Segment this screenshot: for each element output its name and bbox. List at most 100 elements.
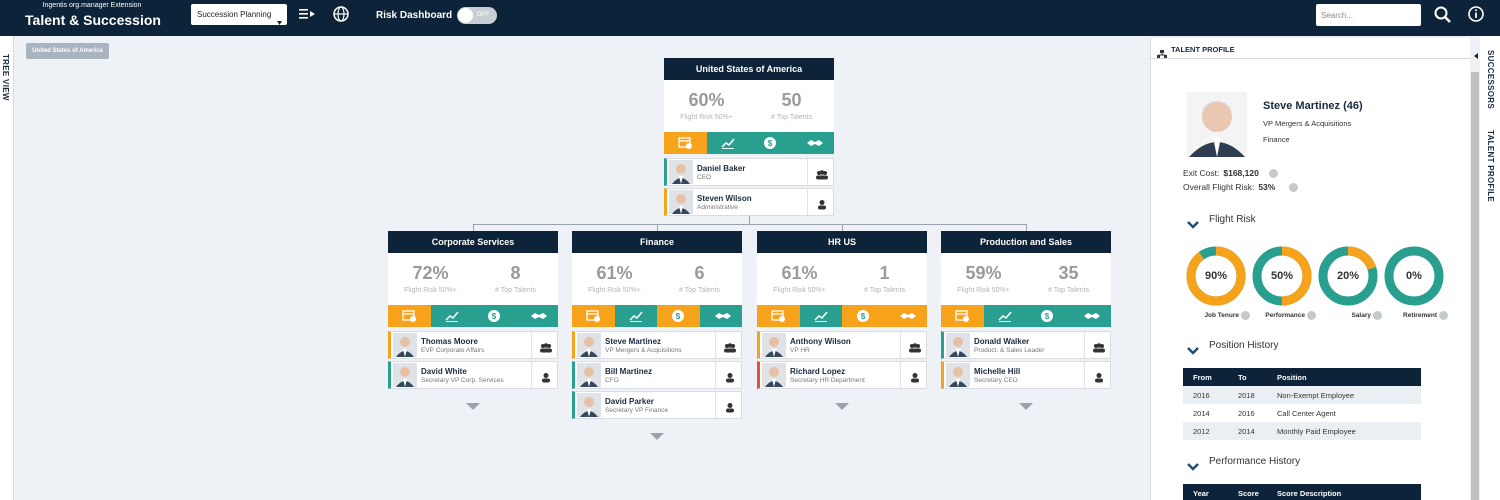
section-title[interactable]: Flight Risk — [1209, 214, 1256, 225]
risk-icon-glyph — [899, 309, 917, 328]
risk-icon[interactable] — [572, 305, 615, 327]
person-card[interactable]: David Parker Secretary VP Finance — [572, 391, 742, 419]
person-card[interactable]: David White Secretary VP Corp. Services — [388, 361, 558, 389]
risk-icon[interactable]: $ — [657, 305, 700, 327]
person-divider — [900, 332, 901, 358]
unit-header[interactable]: Production and Sales — [941, 231, 1111, 253]
scrollbar-thumb — [1471, 72, 1479, 500]
factor-name: Job Tenure — [1204, 312, 1239, 319]
unit-header[interactable]: United States of America — [664, 58, 834, 80]
risk-icon[interactable] — [884, 305, 927, 328]
avatar-glyph — [577, 363, 601, 387]
person-icon — [1092, 370, 1106, 388]
risk-icon[interactable] — [388, 305, 431, 327]
risk-icon-glyph-glyph — [714, 313, 731, 319]
group-icon-glyph — [540, 343, 552, 353]
list-button-glyph — [299, 9, 315, 19]
info-button-glyph — [1468, 6, 1484, 22]
exit-cost-value: $168,120 — [1223, 168, 1259, 178]
left-strip — [0, 36, 14, 500]
search-button — [1434, 6, 1451, 28]
overall-risk-line: Overall Flight Risk: 53% — [1183, 182, 1275, 192]
talent-profile-tab[interactable]: TALENT PROFILE — [1486, 130, 1495, 203]
donut-label: 0% — [1406, 270, 1422, 282]
unit-header[interactable]: HR US — [757, 231, 927, 253]
risk-icon[interactable] — [699, 305, 742, 327]
section-title[interactable]: Position History — [1209, 340, 1279, 351]
donut-svg — [1384, 246, 1444, 306]
column-header: From — [1193, 373, 1212, 382]
risk-icon[interactable] — [983, 305, 1026, 327]
breadcrumb[interactable]: United States of America — [26, 43, 109, 59]
risk-icon-glyph-glyph — [806, 140, 823, 146]
risk-icon-glyph-glyph — [678, 137, 692, 149]
risk-icon-glyph-glyph — [955, 310, 969, 322]
risk-donut: 20% — [1317, 245, 1379, 307]
person-icon-glyph — [726, 403, 734, 413]
svg-text:$: $ — [676, 312, 681, 321]
risk-icon[interactable] — [791, 132, 834, 155]
person-icon-glyph — [726, 373, 734, 383]
column-header: Score — [1238, 489, 1259, 498]
risk-icon[interactable]: $ — [842, 305, 885, 327]
person-card[interactable]: Donald Walker Product. & Sales Leader — [941, 331, 1111, 359]
risk-icon[interactable]: $ — [749, 132, 792, 154]
person-card[interactable]: Michelle Hill Secretary CEO — [941, 361, 1111, 389]
person-card[interactable]: Daniel Baker CEO — [664, 158, 834, 186]
person-card[interactable]: Steve Martinez VP Mergers & Acquisitions — [572, 331, 742, 359]
donut-arc — [1318, 246, 1378, 306]
table-cell: 2018 — [1238, 391, 1255, 400]
risk-icon-glyph: $ — [1040, 309, 1058, 328]
person-card[interactable]: Richard Lopez Secretary HR Department — [757, 361, 927, 389]
risk-icon[interactable] — [941, 305, 984, 327]
person-card[interactable]: Bill Martinez CFO — [572, 361, 742, 389]
risk-icon[interactable] — [664, 132, 707, 154]
unit-header[interactable]: Finance — [572, 231, 742, 253]
risk-icon[interactable] — [515, 305, 558, 327]
expand-arrow — [466, 397, 480, 415]
person-card[interactable]: Thomas Moore EVP Corporate Affairs — [388, 331, 558, 359]
avatar — [669, 190, 693, 219]
donut-track — [1384, 246, 1444, 306]
risk-icon[interactable] — [757, 305, 800, 327]
expand-arrow — [1019, 397, 1033, 415]
risk-donut: 50% — [1251, 245, 1313, 307]
help-dot — [1269, 169, 1278, 178]
table-row: 2012 2014 Monthly Paid Employee — [1183, 422, 1421, 440]
group-icon-glyph — [1093, 343, 1105, 353]
top-talents-value: 50 — [781, 90, 802, 110]
app-title: Talent & Succession — [25, 12, 161, 28]
risk-icon[interactable] — [706, 132, 749, 155]
expand-arrow-glyph — [650, 433, 664, 440]
search-box[interactable]: Search... — [1316, 4, 1421, 26]
donut-label: 90% — [1204, 270, 1228, 282]
person-icon — [908, 370, 922, 388]
connector — [657, 224, 658, 231]
risk-icon[interactable] — [430, 305, 473, 327]
section-title[interactable]: Performance History — [1209, 456, 1301, 467]
help-dot — [1289, 183, 1298, 192]
risk-icon-glyph — [806, 136, 824, 155]
flight-risk-value: 60% — [688, 90, 725, 110]
table-header: Year Score Score Description — [1183, 484, 1421, 500]
unit-header[interactable]: Corporate Services — [388, 231, 558, 253]
risk-icon[interactable] — [799, 305, 842, 327]
risk-icon-glyph-glyph: $ — [672, 310, 684, 322]
risk-icon-glyph-glyph — [530, 313, 547, 319]
risk-icon[interactable]: $ — [473, 305, 516, 327]
connector — [749, 216, 750, 224]
top-talents-label: # Top Talents — [771, 114, 812, 121]
expand-arrow-glyph — [466, 403, 480, 410]
person-card[interactable]: Steven Wilson Administrative — [664, 188, 834, 216]
avatar — [577, 333, 601, 362]
risk-icon[interactable] — [1068, 305, 1111, 327]
risk-icon[interactable]: $ — [1026, 305, 1069, 327]
tree-view-tab[interactable]: TREE VIEW — [1, 54, 10, 101]
risk-toggle[interactable]: OFF — [457, 7, 497, 24]
risk-icon[interactable] — [614, 305, 657, 327]
risk-icon-glyph — [720, 136, 739, 155]
view-select[interactable]: Succession Planning — [191, 4, 287, 25]
successors-tab[interactable]: SUCCESSORS — [1486, 50, 1495, 110]
person-card[interactable]: Anthony Wilson VP HR — [757, 331, 927, 359]
avatar — [669, 160, 693, 189]
